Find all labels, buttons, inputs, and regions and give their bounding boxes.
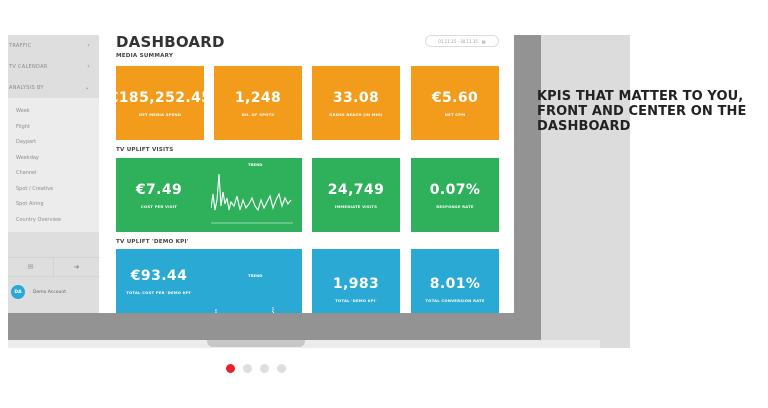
kpi-card-net-media-spend: €185,252.45 NET MEDIA SPEND — [109, 66, 211, 140]
kpi-card-cost-per-visit: €7.49 COST PER VISIT TREND — [116, 158, 302, 232]
sidebar-item-label: ANALYSIS BY — [9, 84, 44, 91]
carousel-dot-3[interactable] — [260, 364, 269, 373]
tagline-line: DASHBOARD — [537, 119, 631, 134]
calendar-icon: ▦ — [481, 38, 486, 44]
carousel-pagination — [226, 364, 286, 373]
kpi-label: GROSS REACH (IN MIO) — [329, 111, 383, 117]
carousel-dot-4[interactable] — [277, 364, 286, 373]
kpi-label: NET CPM — [444, 111, 466, 117]
kpi-label: TOTAL CONVERSION RATE — [425, 297, 485, 303]
kpi-value: 1,248 — [234, 89, 282, 106]
sidebar-actions: ✉ ➜ — [8, 257, 99, 277]
date-range-picker[interactable]: 01.11.15 - 30.11.15 ▦ — [425, 35, 499, 47]
trend-sparkline — [211, 173, 293, 224]
submenu-item-daypart[interactable]: Daypart — [16, 139, 37, 145]
slide-tagline: KPIS THAT MATTER TO YOU, FRONT AND CENTE… — [537, 89, 746, 134]
trend-label: TREND — [248, 273, 263, 278]
kpi-card-immediate-visits: 24,749 IMMEDIATE VISITS — [312, 158, 400, 232]
tagline-line: FRONT AND CENTER ON THE — [537, 104, 747, 119]
account-name: Demo Account — [33, 289, 66, 295]
kpi-value: 1,983 — [332, 275, 380, 292]
kpi-card-total-demo-kpi: 1,983 TOTAL 'DEMO KPI' — [312, 249, 400, 313]
sidebar-nav: TRAFFIC › TV CALENDAR › ANALYSIS BY ⌄ — [8, 35, 99, 98]
tagline-line: KPIS THAT MATTER TO YOU, — [537, 89, 744, 104]
sidebar-item-label: TRAFFIC — [9, 42, 32, 49]
trend-label: TREND — [248, 162, 263, 167]
kpi-value: €185,252.45 — [108, 89, 212, 106]
kpi-card-total-cost-per-demo-kpi: €93.44 TOTAL COST PER 'DEMO KPI' TREND — [116, 249, 302, 313]
laptop-frame-side — [514, 35, 541, 313]
carousel-dot-1[interactable] — [226, 364, 235, 373]
kpi-card-gross-reach: 33.08 GROSS REACH (IN MIO) — [312, 66, 400, 140]
kpi-label: IMMEDIATE VISITS — [334, 203, 378, 209]
kpi-label: RESPONSE RATE — [436, 203, 474, 209]
sidebar-footer: ✉ ➜ DA Demo Account — [8, 257, 99, 307]
chevron-right-icon: › — [87, 42, 90, 49]
dashboard-main: DASHBOARD 01.11.15 - 30.11.15 ▦ MEDIA SU… — [99, 35, 514, 313]
kpi-value: €93.44 — [130, 267, 188, 284]
sidebar-item-traffic[interactable]: TRAFFIC › — [8, 35, 99, 56]
page-title: DASHBOARD — [116, 35, 225, 51]
kpi-card-response-rate: 0.07% RESPONSE RATE — [411, 158, 499, 232]
kpi-label: TOTAL 'DEMO KPI' — [335, 297, 377, 303]
submenu-item-channel[interactable]: Channel — [16, 170, 37, 176]
kpi-value: 24,749 — [327, 181, 385, 198]
sidebar: TRAFFIC › TV CALENDAR › ANALYSIS BY ⌄ We… — [8, 35, 99, 313]
logout-icon[interactable]: ➜ — [73, 263, 80, 271]
kpi-value: €7.49 — [135, 181, 183, 198]
kpi-value: 0.07% — [429, 181, 481, 198]
submenu-item-country-overview[interactable]: Country Overview — [16, 216, 61, 223]
kpi-label: TOTAL COST PER 'DEMO KPI' — [126, 289, 192, 295]
account-menu[interactable]: DA Demo Account — [8, 277, 99, 307]
trend-sparkline — [214, 306, 275, 313]
kpi-label: NO. OF SPOTS — [241, 111, 275, 117]
section-label-tv-uplift-visits: TV UPLIFT VISITS — [116, 147, 174, 153]
kpi-value: 33.08 — [332, 89, 380, 106]
kpi-card-no-of-spots: 1,248 NO. OF SPOTS — [214, 66, 302, 140]
laptop-notch — [207, 340, 305, 347]
submenu-item-flight[interactable]: Flight — [16, 123, 30, 130]
chevron-down-icon: ⌄ — [84, 84, 90, 91]
kpi-card-net-cpm: €5.60 NET CPM — [411, 66, 499, 140]
carousel-dot-2[interactable] — [243, 364, 252, 373]
chevron-right-icon: › — [87, 63, 90, 70]
submenu-item-week[interactable]: Week — [16, 108, 30, 114]
laptop-bezel — [540, 35, 630, 348]
submenu-item-spot-airing[interactable]: Spot Airing — [16, 201, 44, 207]
avatar: DA — [11, 285, 25, 299]
sidebar-item-tv-calendar[interactable]: TV CALENDAR › — [8, 56, 99, 77]
date-range-value: 01.11.15 - 30.11.15 — [438, 38, 478, 44]
submenu-item-spot-creative[interactable]: Spot / Creative — [16, 185, 54, 192]
section-label-media-summary: MEDIA SUMMARY — [116, 53, 174, 59]
kpi-label: COST PER VISIT — [140, 203, 178, 209]
section-label-tv-uplift-demo-kpi: TV UPLIFT 'DEMO KPI' — [116, 239, 189, 245]
kpi-label: NET MEDIA SPEND — [138, 111, 182, 117]
kpi-value: €5.60 — [431, 89, 479, 106]
submenu-item-weekday[interactable]: Weekday — [16, 154, 39, 161]
laptop-frame-bottom — [8, 313, 541, 340]
analysis-submenu: Week Flight Daypart Weekday Channel Spot… — [8, 98, 99, 232]
mail-icon[interactable]: ✉ — [8, 258, 54, 276]
kpi-card-total-conversion-rate: 8.01% TOTAL CONVERSION RATE — [411, 249, 499, 313]
kpi-value: 8.01% — [429, 275, 481, 292]
sidebar-item-label: TV CALENDAR — [9, 63, 48, 70]
sidebar-item-analysis-by[interactable]: ANALYSIS BY ⌄ — [8, 77, 99, 98]
